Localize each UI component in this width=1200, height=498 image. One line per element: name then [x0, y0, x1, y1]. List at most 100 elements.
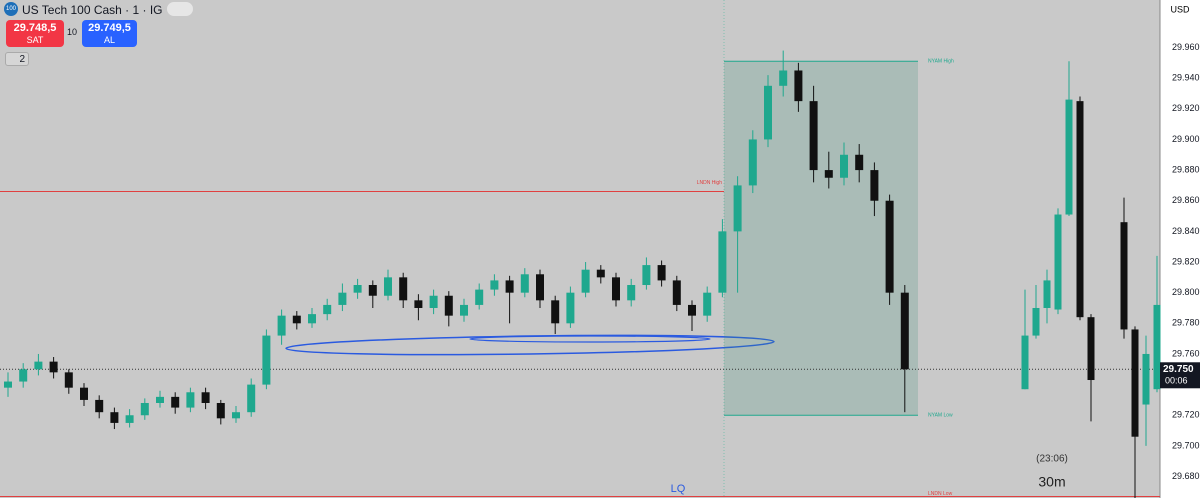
y-tick-label: 29.880	[1172, 164, 1200, 174]
candle-body	[794, 70, 803, 102]
drawing-ellipse	[469, 335, 711, 343]
candle-body	[688, 304, 696, 316]
buy-price: 29.749,5	[88, 22, 131, 34]
y-tick-label: 29.820	[1172, 256, 1200, 266]
candle-body	[840, 154, 848, 178]
buy-button[interactable]: 29.749,5 AL	[82, 20, 137, 47]
candle-body	[353, 285, 362, 293]
candle-body	[627, 285, 636, 301]
candle-body	[110, 412, 119, 423]
candle-body	[277, 315, 286, 336]
candle-body	[779, 70, 788, 86]
y-tick-label: 29.700	[1172, 440, 1200, 450]
candle-body	[505, 280, 514, 293]
y-tick-label: 29.760	[1172, 348, 1200, 358]
candle-body	[1021, 335, 1029, 390]
timeframe-countdown: (23:06)	[1036, 454, 1068, 465]
candle-body	[596, 269, 605, 278]
candle-body	[1142, 353, 1150, 405]
sell-label: SAT	[26, 35, 44, 45]
y-tick-label: 29.920	[1172, 103, 1200, 113]
candle-body	[536, 274, 544, 301]
candle-body	[475, 289, 484, 305]
candle-body	[1032, 307, 1040, 336]
indicator-toggle[interactable]: 2	[5, 52, 29, 66]
candle-body	[900, 292, 909, 370]
y-tick-label: 29.680	[1172, 471, 1200, 481]
y-tick-label: 29.720	[1172, 410, 1200, 420]
candle-body	[824, 170, 833, 178]
y-tick-label: 29.860	[1172, 195, 1200, 205]
candle-body	[612, 277, 620, 301]
candle-body	[80, 387, 88, 400]
y-tick-label: 29.800	[1172, 287, 1200, 297]
candle-body	[1076, 101, 1084, 318]
candle-body	[292, 315, 301, 324]
timeframe-label: 30m	[1038, 474, 1065, 490]
candle-body	[399, 277, 408, 301]
symbol-title[interactable]: US Tech 100 Cash · 1 · IG	[22, 3, 163, 17]
candle-body	[581, 269, 590, 293]
candle-body	[642, 265, 651, 286]
candle-body	[672, 280, 681, 305]
candle-body	[444, 295, 453, 316]
candle-body	[156, 396, 164, 403]
y-tick-label: 29.840	[1172, 226, 1200, 236]
level-label: NYAM High	[928, 59, 954, 65]
price-tag	[1160, 362, 1200, 389]
candle-body	[384, 277, 392, 296]
candle-body	[885, 200, 894, 293]
candle-body	[34, 361, 43, 370]
candle-body	[1065, 99, 1073, 215]
level-label: LNDN Low	[928, 491, 953, 497]
candle-body	[216, 402, 225, 419]
candle-body	[338, 292, 347, 305]
candle-body	[171, 396, 180, 408]
candle-body	[429, 295, 438, 308]
candle-body	[140, 402, 149, 416]
candle-body	[870, 170, 879, 201]
candle-body	[566, 292, 575, 324]
candle-body	[4, 381, 12, 388]
candle-body	[49, 361, 58, 373]
candle-body	[95, 399, 104, 413]
candle-body	[703, 292, 712, 316]
candle-body	[1120, 222, 1128, 330]
candle-body	[262, 335, 271, 385]
price-tag-label: 29.750	[1163, 364, 1194, 375]
candle-body	[64, 372, 73, 388]
candle-body	[323, 304, 332, 315]
candle-body	[1087, 317, 1095, 381]
price-tag-countdown: 00:06	[1165, 376, 1188, 386]
logo: 100	[4, 2, 18, 16]
candle-body	[19, 369, 28, 382]
sell-button[interactable]: 29.748,5 SAT	[6, 20, 64, 47]
y-tick-label: 29.900	[1172, 134, 1200, 144]
candle-body	[490, 280, 499, 290]
candle-body	[308, 314, 316, 324]
candle-body	[1131, 329, 1139, 437]
buy-label: AL	[103, 35, 115, 45]
price-axis	[1160, 0, 1200, 498]
level-label: LNDN High	[697, 180, 723, 186]
y-tick-label: 29.780	[1172, 318, 1200, 328]
candle-body	[232, 412, 240, 419]
level-label: NYAM Low	[928, 413, 953, 419]
candle-body	[657, 265, 666, 281]
candle-body	[551, 300, 560, 324]
candle-body	[414, 300, 423, 308]
candle-body	[809, 101, 818, 171]
spread: 10	[67, 27, 78, 37]
candle-body	[855, 154, 864, 171]
candle-body	[247, 384, 256, 413]
candle-body	[368, 285, 377, 296]
candle-body	[733, 185, 742, 232]
status-pill	[167, 2, 193, 16]
candle-body	[1054, 214, 1062, 310]
y-tick-label: 29.960	[1172, 42, 1200, 52]
candle-body	[718, 231, 727, 293]
currency: USD	[1170, 4, 1190, 14]
candle-body	[748, 139, 757, 186]
